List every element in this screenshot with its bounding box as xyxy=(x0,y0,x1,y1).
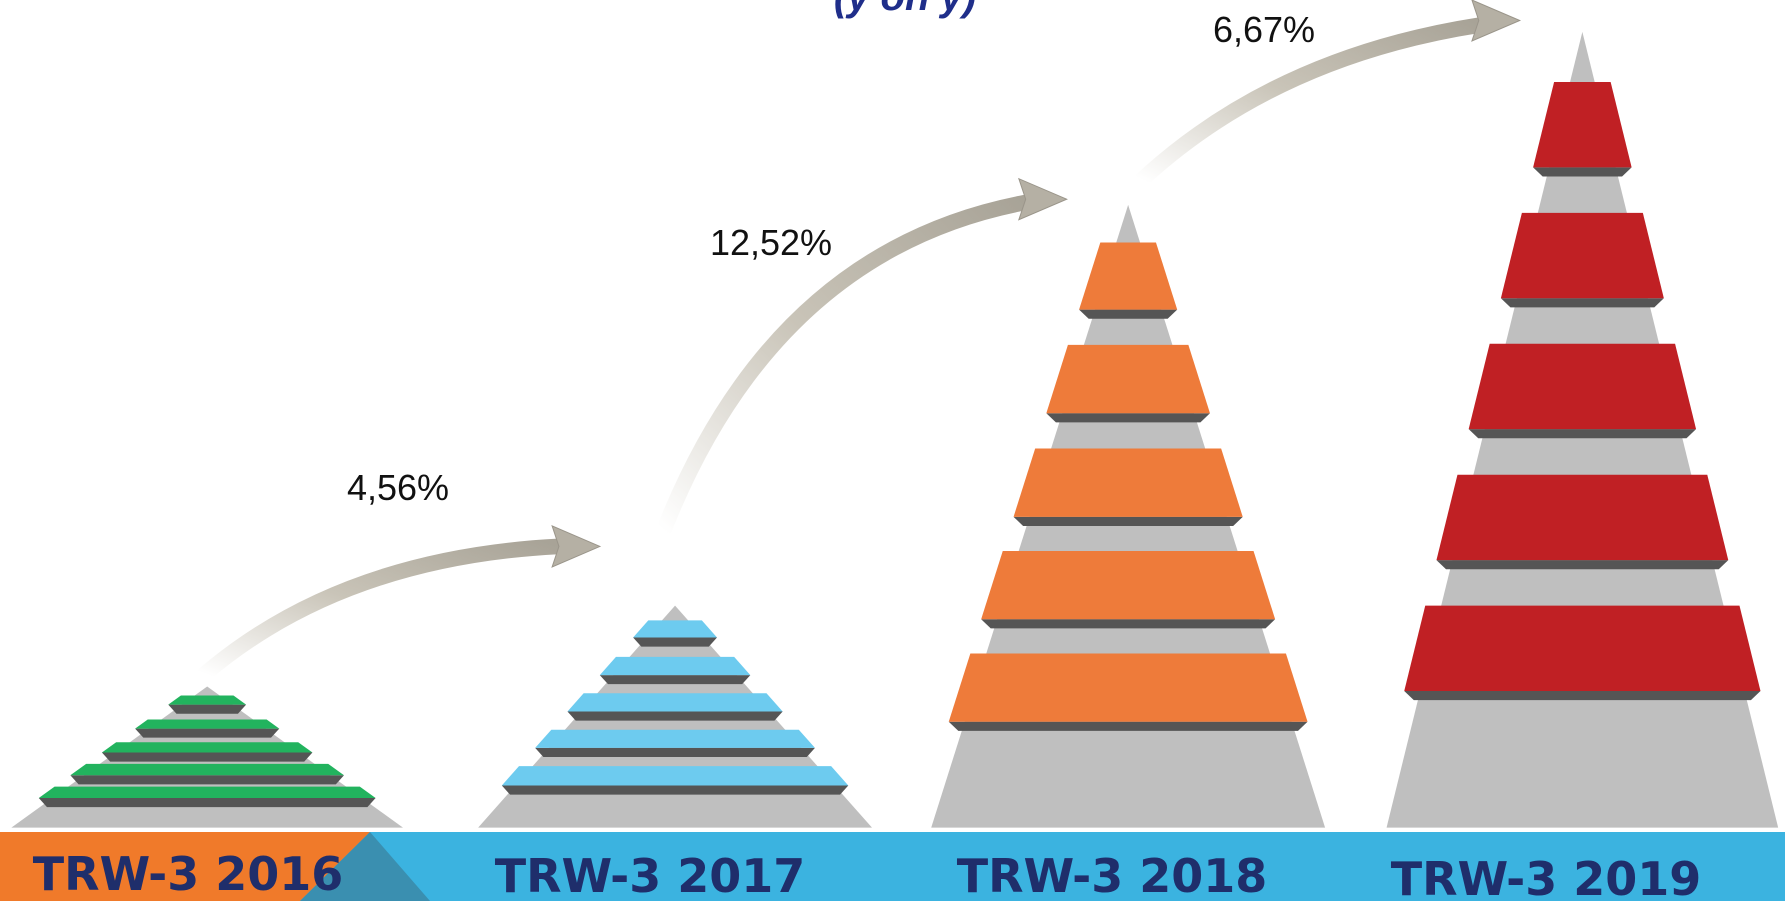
footer-shade xyxy=(300,832,430,901)
band-shadow xyxy=(1533,167,1632,177)
band-shadow xyxy=(1500,298,1664,308)
band-shadow xyxy=(1079,309,1178,319)
arrows xyxy=(197,0,1522,682)
band-shadow xyxy=(101,752,313,762)
band xyxy=(633,620,718,638)
band-shadow xyxy=(633,637,718,647)
band-shadow xyxy=(501,785,849,795)
band xyxy=(1013,448,1243,517)
band-shadow xyxy=(981,619,1276,629)
band xyxy=(948,653,1308,722)
band-shadow xyxy=(38,798,376,808)
arrow-shaft xyxy=(655,194,1033,539)
arrow-head xyxy=(1018,177,1068,221)
band-shadow xyxy=(1468,429,1697,439)
arrow-shaft xyxy=(1134,17,1488,188)
band xyxy=(70,763,345,776)
band xyxy=(599,656,751,676)
pyramids xyxy=(11,31,1779,828)
band xyxy=(535,729,815,748)
pyramid-label: TRW-3 2019 xyxy=(1391,852,1702,901)
band xyxy=(1404,605,1761,692)
band xyxy=(567,693,783,712)
band xyxy=(1500,212,1664,299)
band-shadow xyxy=(135,728,280,738)
growth-label: 12,52% xyxy=(710,222,832,263)
band xyxy=(135,719,280,729)
band-shadow xyxy=(1046,413,1210,423)
footer-orange xyxy=(0,832,370,901)
title: (y on y) xyxy=(834,0,976,19)
band-shadow xyxy=(1013,516,1243,526)
band xyxy=(1533,81,1632,168)
band xyxy=(1079,242,1178,310)
growth-label: 6,67% xyxy=(1213,9,1315,50)
band-shadow xyxy=(1404,691,1761,701)
band xyxy=(101,742,313,753)
band-shadow xyxy=(567,711,783,721)
band-shadow xyxy=(535,747,815,758)
band xyxy=(1468,343,1697,430)
band xyxy=(1046,344,1210,414)
arrow-shaft xyxy=(197,538,566,682)
band-shadow xyxy=(1436,560,1729,570)
footer-band xyxy=(0,832,1785,901)
band xyxy=(168,695,247,705)
band xyxy=(38,786,376,799)
band-shadow xyxy=(168,704,247,714)
band xyxy=(501,766,849,786)
arrow-head xyxy=(551,525,602,568)
band-shadow xyxy=(70,775,345,785)
band xyxy=(981,550,1276,620)
band-shadow xyxy=(948,721,1308,731)
arrow-head xyxy=(1471,0,1522,42)
band-shadow xyxy=(599,675,751,685)
pyramid-label: TRW-3 2016 xyxy=(33,847,344,901)
pyramid-label: TRW-3 2017 xyxy=(495,849,806,901)
pyramid-label: TRW-3 2018 xyxy=(957,849,1268,901)
band xyxy=(1436,474,1729,561)
growth-label: 4,56% xyxy=(347,467,449,508)
